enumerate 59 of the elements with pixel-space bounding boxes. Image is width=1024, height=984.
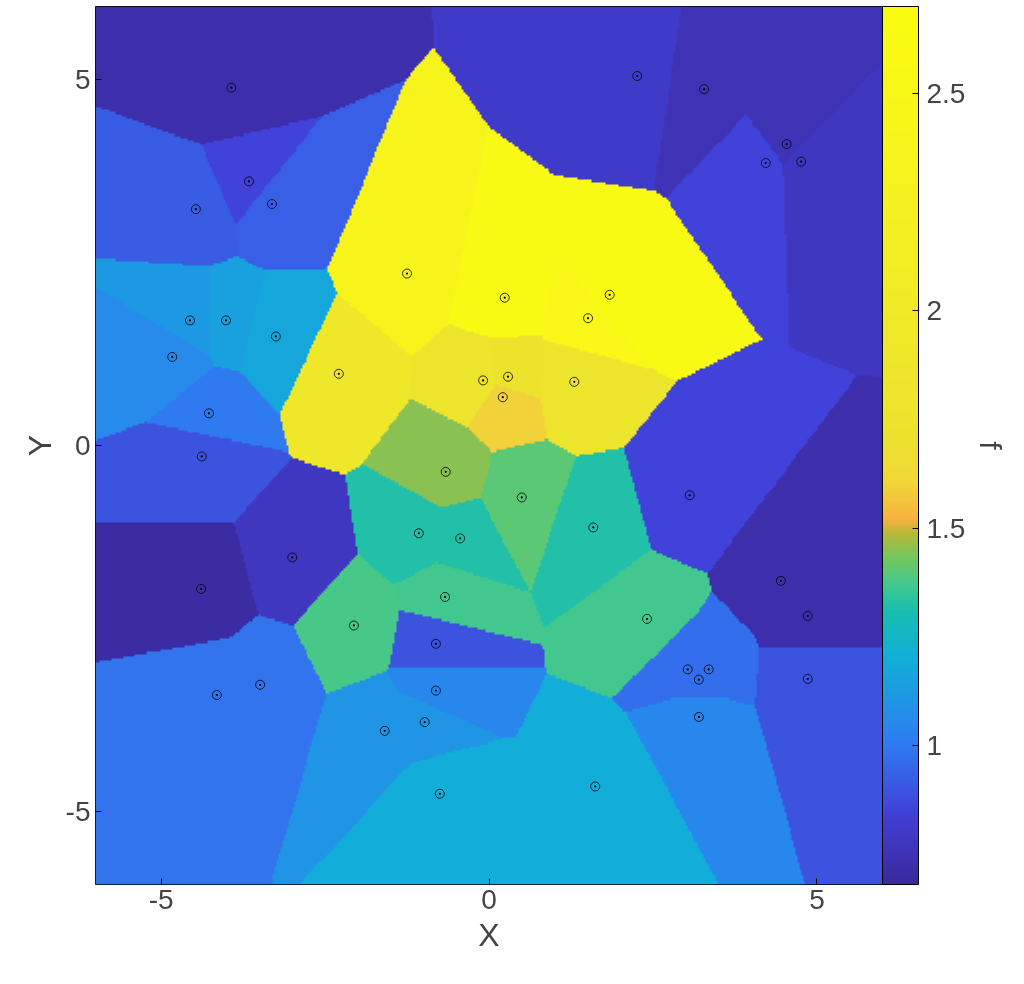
point <box>802 611 813 621</box>
y-tick-label: 0 <box>74 430 91 461</box>
point <box>682 664 693 675</box>
point <box>190 204 201 215</box>
point <box>455 533 466 544</box>
x-tick-label: 5 <box>809 883 825 915</box>
point <box>204 408 214 419</box>
point <box>270 331 281 342</box>
point <box>244 176 254 187</box>
point <box>211 690 222 700</box>
point <box>349 620 359 631</box>
point <box>760 158 771 168</box>
point <box>802 674 813 684</box>
point <box>604 289 615 300</box>
color-bar-title: f <box>973 441 1007 451</box>
point <box>569 376 580 387</box>
point <box>588 522 599 533</box>
point <box>221 315 231 326</box>
color-bar-label: 1.5 <box>926 512 966 544</box>
color-bar-label: 2.5 <box>926 77 966 109</box>
point <box>796 156 807 167</box>
point <box>703 664 714 675</box>
point <box>503 371 513 382</box>
point <box>430 685 441 696</box>
point <box>402 268 412 279</box>
point <box>499 292 510 303</box>
point <box>693 674 704 685</box>
point <box>440 466 451 477</box>
point <box>333 368 344 379</box>
color-bar-label: 2 <box>926 295 943 327</box>
y-axis-title: Y <box>21 434 58 457</box>
point <box>775 575 786 586</box>
point <box>287 552 298 563</box>
x-tick-label: 0 <box>481 883 497 915</box>
point <box>413 528 424 539</box>
point <box>226 82 237 93</box>
point <box>781 139 792 149</box>
y-tick-label: -5 <box>65 795 91 827</box>
point <box>255 679 266 690</box>
x-axis-title: X <box>478 916 500 953</box>
point <box>478 375 488 386</box>
point <box>632 71 643 81</box>
point <box>419 717 430 727</box>
point <box>434 788 445 799</box>
point <box>590 781 601 792</box>
point <box>693 712 704 722</box>
point <box>699 84 710 95</box>
point <box>684 490 695 501</box>
point <box>583 313 593 324</box>
point <box>379 725 390 736</box>
point <box>167 352 178 362</box>
point <box>516 492 527 503</box>
point <box>497 392 508 403</box>
y-tick-label: 5 <box>74 64 91 96</box>
point <box>185 315 195 326</box>
x-tick-label: -5 <box>148 883 174 915</box>
point <box>196 451 207 462</box>
color-bar-label: 1 <box>926 729 943 761</box>
point <box>430 638 441 649</box>
